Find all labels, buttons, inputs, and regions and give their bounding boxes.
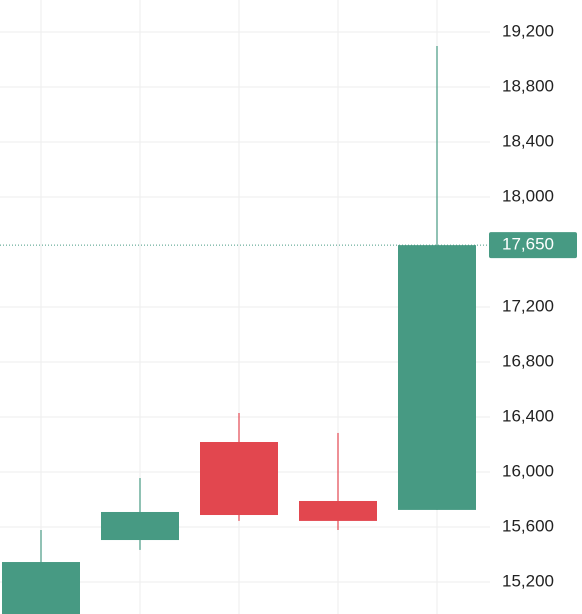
y-tick-label: 19,200 [502, 22, 554, 41]
last-price-box [489, 232, 577, 259]
y-tick-label: 18,000 [502, 186, 554, 205]
candle-body [101, 511, 179, 541]
y-tick-label: 16,000 [502, 461, 554, 480]
y-tick-label: 18,800 [502, 77, 554, 96]
candle-body [2, 562, 80, 614]
candle-body [299, 500, 377, 521]
plot-area [0, 46, 490, 614]
y-axis: 15,200 15,600 16,000 16,400 16,800 17,200 18,0… [489, 22, 577, 590]
y-tick-label: 16,800 [502, 351, 554, 370]
y-tick-label: 16,400 [502, 406, 554, 425]
y-tick-label: 18,400 [502, 132, 554, 151]
y-tick-label: 15,200 [502, 571, 554, 590]
y-tick-label: 17,200 [502, 296, 554, 315]
y-tick-label: 15,600 [502, 516, 554, 535]
candle-body [200, 442, 278, 516]
last-price-label: 17,650 [502, 235, 554, 254]
candle-body [398, 245, 476, 510]
